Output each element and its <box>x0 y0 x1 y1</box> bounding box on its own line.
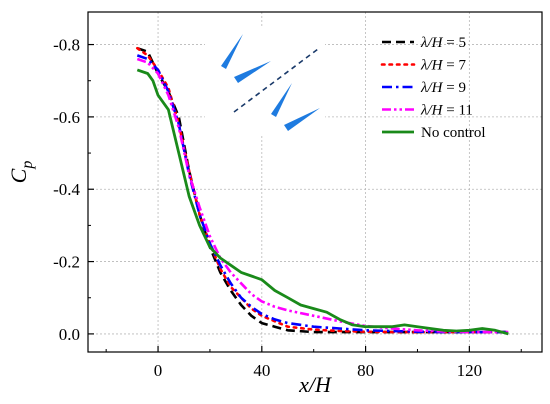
vortex-generator-icon <box>234 61 271 83</box>
y-tick-label: -0.6 <box>53 108 80 127</box>
series-line-1 <box>136 46 509 334</box>
x-axis-label: x/H <box>298 372 332 397</box>
y-tick-label: -0.4 <box>53 180 80 199</box>
legend-label-4: λ/H = 11 <box>420 103 473 119</box>
series-line-4 <box>136 57 509 334</box>
legend: λ/H = 5 λ/H = 7 λ/H = 9 λ/H = 11 No control <box>380 35 486 141</box>
legend-label-5: No control <box>421 125 486 141</box>
series-group <box>136 46 510 336</box>
x-tick-label: 40 <box>253 361 270 380</box>
legend-label-1: λ/H = 5 <box>420 35 466 51</box>
axes: 0 40 80 120 -0.8 -0.6 -0.4 -0.2 0.0 <box>53 36 522 380</box>
x-tick-label: 0 <box>154 361 163 380</box>
y-tick-label: -0.2 <box>53 253 80 272</box>
vortex-generator-icon <box>221 34 243 69</box>
x-tick-label: 120 <box>457 361 483 380</box>
series-line-5 <box>136 68 509 336</box>
y-tick-label: 0.0 <box>59 325 80 344</box>
plot-frame <box>87 11 543 353</box>
legend-label-3: λ/H = 9 <box>420 80 466 96</box>
vortex-generator-icon <box>284 108 320 131</box>
y-tick-label: -0.8 <box>53 36 80 55</box>
y-axis-label: Cp <box>6 161 36 184</box>
vortex-generator-inset <box>205 27 325 134</box>
legend-label-2: λ/H = 7 <box>420 58 466 74</box>
x-tick-label: 80 <box>357 361 374 380</box>
vortex-generator-icon <box>271 83 292 117</box>
